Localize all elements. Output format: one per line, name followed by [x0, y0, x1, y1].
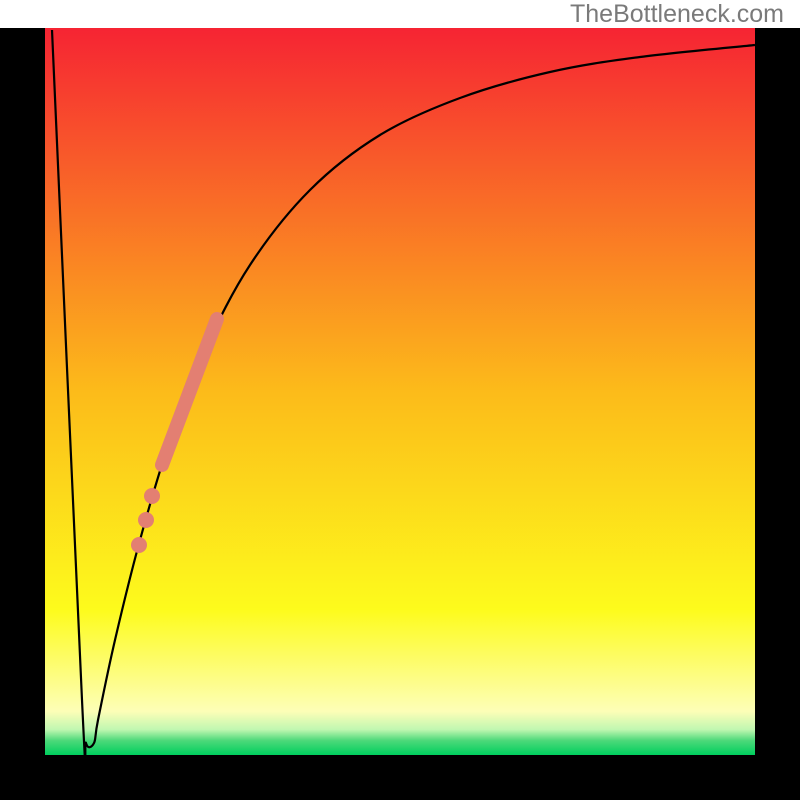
highlight-dot — [131, 537, 147, 553]
frame-left — [0, 28, 45, 800]
highlight-dot — [138, 512, 154, 528]
frame-right — [755, 28, 800, 800]
watermark-text: TheBottleneck.com — [570, 0, 784, 29]
frame-bottom — [0, 755, 800, 800]
gradient-background — [45, 28, 755, 755]
chart-canvas: TheBottleneck.com — [0, 0, 800, 800]
bottleneck-chart — [0, 0, 800, 800]
highlight-dot — [144, 488, 160, 504]
